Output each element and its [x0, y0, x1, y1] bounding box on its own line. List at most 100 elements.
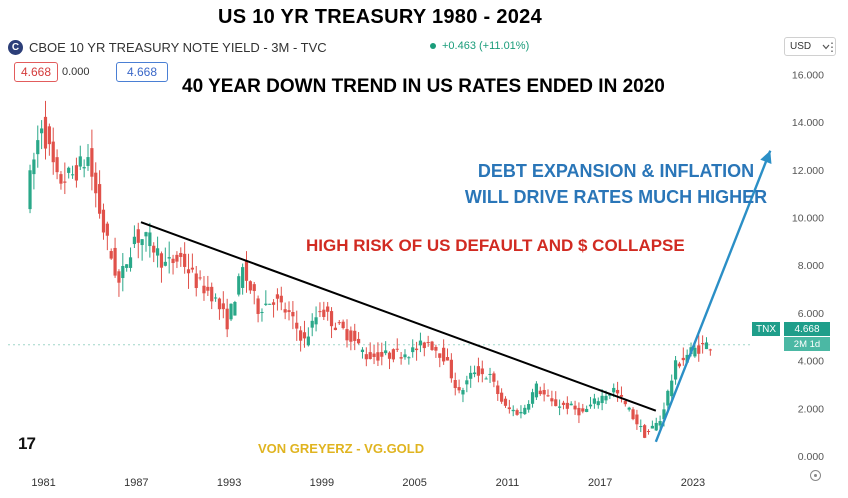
candle-body: [701, 343, 705, 345]
candle-body: [654, 422, 658, 431]
candle-body: [577, 407, 581, 416]
candle-body: [507, 407, 511, 410]
candle-body: [472, 372, 477, 375]
candle-body: [213, 297, 218, 299]
candle-body: [291, 311, 295, 317]
candle-body: [198, 277, 202, 279]
sell-button[interactable]: 4.668: [14, 62, 58, 82]
candle-body: [326, 306, 330, 312]
candle-body: [484, 378, 488, 380]
x-tick-label: 1987: [124, 477, 148, 489]
candle-body: [202, 285, 206, 294]
tradingview-logo-icon[interactable]: 17: [18, 434, 36, 453]
y-tick-label: 2.000: [798, 403, 824, 415]
candle-body: [148, 232, 152, 247]
reset-icon[interactable]: [810, 470, 821, 481]
candle-body: [287, 310, 291, 313]
candle-body: [534, 383, 539, 398]
y-tick-label: 0.000: [798, 451, 824, 463]
candle-body: [650, 425, 654, 429]
candle-body: [430, 341, 434, 350]
x-tick-label: 2023: [681, 477, 705, 489]
candle-body: [500, 392, 504, 402]
buy-button[interactable]: 4.668: [116, 62, 168, 82]
candle-body: [51, 141, 55, 163]
candle-body: [63, 181, 67, 183]
downtrend-line: [140, 221, 657, 412]
currency-label: USD: [790, 41, 812, 52]
candle-body: [403, 354, 407, 358]
candle-body: [36, 140, 40, 155]
candle-body: [368, 352, 372, 359]
candle-body: [128, 257, 133, 268]
candle-body: [523, 407, 527, 415]
y-tick-label: 8.000: [798, 260, 824, 272]
candle-body: [376, 352, 380, 361]
candle-body: [461, 390, 465, 395]
candle-body: [550, 398, 554, 402]
candle-body: [492, 373, 496, 382]
candle-body: [411, 347, 415, 353]
y-tick-label: 16.000: [792, 69, 824, 81]
debt-annotation-line-2: WILL DRIVE RATES MUCH HIGHER: [464, 187, 768, 207]
candle-body: [74, 165, 79, 181]
candle-body: [469, 372, 473, 379]
candle-body: [264, 303, 268, 305]
currency-select[interactable]: USD: [784, 37, 836, 56]
candle-body: [561, 402, 566, 405]
risk-annotation: HIGH RISK OF US DEFAULT AND $ COLLAPSE: [306, 236, 685, 255]
candle-body: [592, 398, 596, 404]
candle-body: [581, 408, 585, 412]
candle-body: [125, 264, 129, 268]
candle-body: [163, 261, 167, 266]
candle-body: [685, 354, 689, 363]
candle-body: [360, 349, 365, 353]
projection-line: [654, 150, 772, 443]
candle-body: [476, 366, 481, 376]
symbol-header[interactable]: C CBOE 10 YR TREASURY NOTE YIELD - 3M - …: [8, 36, 327, 58]
candle-body: [32, 159, 36, 175]
candle-body: [67, 167, 71, 173]
candle-body: [152, 245, 156, 253]
x-tick-label: 1993: [217, 477, 241, 489]
candle-body: [434, 346, 438, 351]
candle-body: [519, 411, 523, 414]
candle-body: [117, 271, 121, 283]
candle-body: [229, 303, 233, 320]
candle-body: [260, 312, 264, 314]
candle-body: [322, 309, 326, 317]
price-change-value: +0.463 (+11.01%): [442, 40, 530, 52]
candle-body: [372, 353, 376, 357]
candle-body: [136, 229, 140, 243]
price-tag-symbol: TNX: [752, 322, 780, 336]
candle-body: [314, 317, 318, 325]
candle-body: [275, 294, 280, 299]
candle-body: [588, 404, 593, 407]
candle-body: [569, 403, 573, 406]
candle-body: [395, 348, 399, 350]
candle-body: [670, 380, 674, 397]
candle-body: [503, 398, 508, 406]
candle-body: [279, 295, 283, 303]
symbol-name[interactable]: CBOE 10 YR TREASURY NOTE YIELD - 3M - TV…: [29, 39, 327, 55]
candle-body: [256, 298, 260, 314]
candle-body: [155, 248, 160, 256]
candle-body: [391, 349, 395, 360]
headline-annotation: 40 YEAR DOWN TREND IN US RATES ENDED IN …: [182, 76, 665, 97]
more-icon[interactable]: ⋮: [826, 40, 838, 54]
candle-body: [673, 360, 678, 380]
candle-body: [612, 387, 616, 393]
candle-body: [252, 284, 256, 292]
candle-body: [82, 167, 86, 169]
candle-body: [101, 209, 106, 233]
candle-body: [538, 390, 542, 395]
candle-body: [422, 342, 426, 349]
candle-body: [221, 303, 225, 310]
candle-body: [356, 338, 361, 344]
candle-body: [94, 172, 98, 194]
candle-body: [604, 395, 608, 401]
candle-body: [345, 329, 349, 341]
projection-arrowhead: [760, 150, 772, 165]
candle-body: [573, 405, 577, 410]
candle-body: [558, 406, 562, 408]
